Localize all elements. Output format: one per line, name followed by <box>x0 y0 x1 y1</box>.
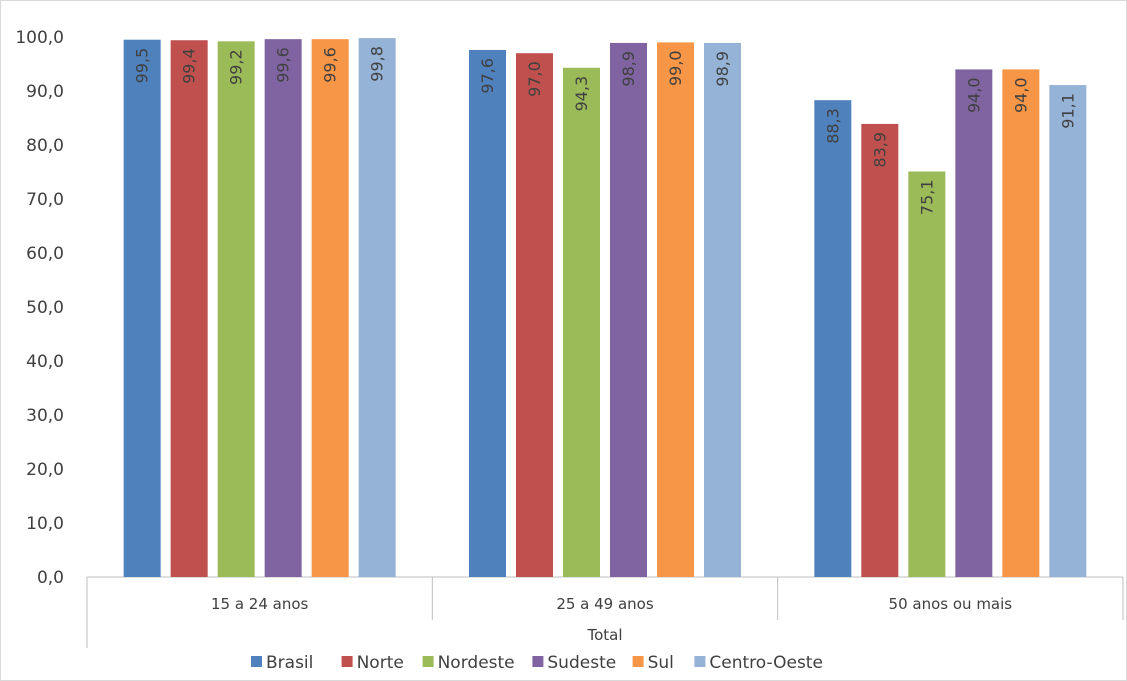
y-tick-label: 60,0 <box>26 244 64 264</box>
bar-centro-oeste <box>358 38 396 577</box>
bar-brasil <box>123 39 161 577</box>
bar-nordeste <box>908 171 946 577</box>
bar-nordeste <box>217 41 255 577</box>
data-label: 94,0 <box>1011 77 1030 113</box>
bar-norte <box>516 53 553 577</box>
bar-norte <box>861 123 899 577</box>
legend-label: Brasil <box>266 653 313 673</box>
data-label: 88,3 <box>823 108 842 144</box>
bar-centro-oeste <box>1049 85 1087 577</box>
legend-label: Centro-Oeste <box>709 653 823 673</box>
y-tick-label: 80,0 <box>26 136 64 156</box>
legend-label: Norte <box>357 653 404 673</box>
bar-brasil <box>469 49 506 577</box>
legend-swatch <box>251 656 262 667</box>
y-tick-label: 70,0 <box>26 190 64 210</box>
y-tick-label: 50,0 <box>26 298 64 318</box>
legend-swatch <box>694 656 706 667</box>
y-tick-label: 100,0 <box>15 28 64 48</box>
data-label: 99,2 <box>227 49 246 85</box>
bar-norte <box>170 40 208 578</box>
data-label: 97,6 <box>478 58 497 94</box>
bar-sul <box>657 42 694 577</box>
legend-label: Sul <box>648 653 674 673</box>
data-label: 98,9 <box>619 51 638 87</box>
legend-label: Nordeste <box>438 653 515 673</box>
y-tick-label: 0,0 <box>37 568 64 588</box>
data-label: 98,9 <box>713 51 732 87</box>
bar-sudeste <box>264 39 302 578</box>
legend-swatch <box>532 656 544 667</box>
data-label: 83,9 <box>870 132 889 168</box>
bar-sudeste <box>610 42 647 577</box>
y-tick-label: 10,0 <box>26 514 64 534</box>
data-label: 94,3 <box>572 76 591 112</box>
x-category-label: 15 a 24 anos <box>211 595 309 613</box>
legend-swatch <box>422 656 434 667</box>
x-group-label: Total <box>586 626 622 644</box>
bar-centro-oeste <box>704 42 741 577</box>
data-label: 99,0 <box>666 50 685 86</box>
data-label: 97,0 <box>525 61 544 97</box>
bar-sul <box>311 39 349 578</box>
legend-swatch <box>632 656 644 667</box>
data-label: 99,5 <box>133 48 152 84</box>
y-tick-label: 20,0 <box>26 460 64 480</box>
bar-sul <box>1002 69 1040 578</box>
data-label: 99,8 <box>368 46 387 82</box>
legend-label: Sudeste <box>547 653 616 673</box>
y-tick-label: 40,0 <box>26 352 64 372</box>
bar-sudeste <box>955 69 993 578</box>
data-label: 75,1 <box>917 179 936 215</box>
y-tick-label: 30,0 <box>26 406 64 426</box>
x-category-label: 50 anos ou mais <box>889 595 1013 613</box>
bar-brasil <box>814 100 852 578</box>
bar-nordeste <box>563 67 600 577</box>
data-label: 99,6 <box>274 47 293 83</box>
data-label: 91,1 <box>1058 93 1077 129</box>
data-label: 99,4 <box>180 48 199 84</box>
data-label: 99,6 <box>321 47 340 83</box>
y-tick-label: 90,0 <box>26 82 64 102</box>
x-category-label: 25 a 49 anos <box>556 595 654 613</box>
legend-swatch <box>341 656 353 667</box>
data-label: 94,0 <box>964 77 983 113</box>
